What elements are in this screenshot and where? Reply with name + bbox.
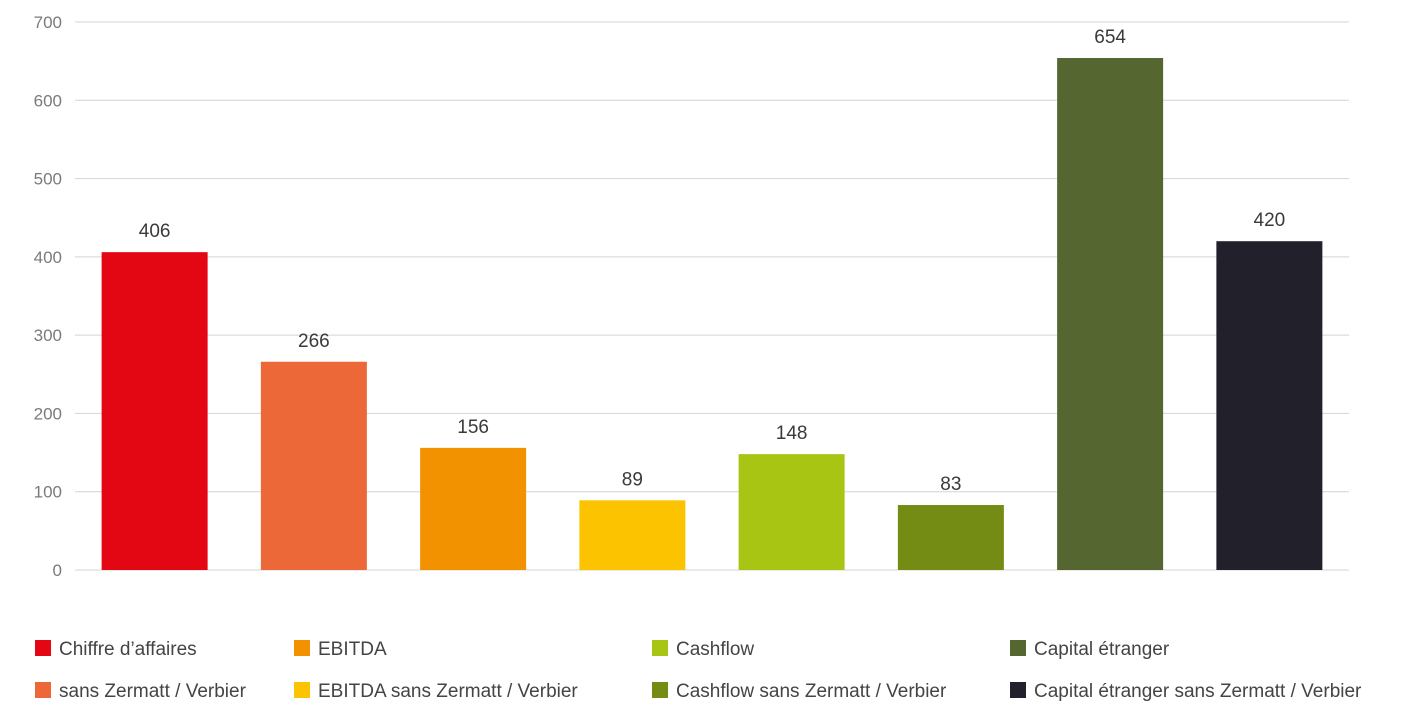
data-label: 406 — [139, 221, 171, 242]
legend-label: Cashflow — [676, 639, 754, 660]
y-tick-label: 200 — [34, 404, 62, 423]
legend-label: EBITDA sans Zermatt / Verbier — [318, 681, 578, 702]
data-label: 266 — [298, 331, 330, 352]
legend-swatch — [35, 640, 51, 656]
bar — [260, 361, 367, 570]
legend-item: EBITDA sans Zermatt / Verbier — [294, 681, 578, 702]
legend-item: Cashflow sans Zermatt / Verbier — [652, 681, 947, 702]
data-label: 83 — [940, 474, 961, 495]
y-tick-label: 400 — [34, 248, 62, 267]
bar — [1057, 58, 1164, 571]
legend-swatch — [294, 682, 310, 698]
legend-swatch — [35, 682, 51, 698]
y-tick-label: 500 — [34, 170, 62, 189]
legend-swatch — [652, 640, 668, 656]
legend-item: EBITDA — [294, 639, 387, 660]
y-axis-tick-labels: 0 100 200 300 400 500 600 700 — [34, 13, 62, 580]
bar — [101, 252, 208, 570]
y-tick-label: 0 — [53, 561, 62, 580]
legend-label: Capital étranger — [1034, 639, 1170, 660]
legend-item: sans Zermatt / Verbier — [35, 681, 247, 702]
bar — [579, 500, 686, 570]
legend-swatch — [1010, 640, 1026, 656]
legend-label: Cashflow sans Zermatt / Verbier — [676, 681, 947, 702]
data-label: 156 — [457, 417, 489, 438]
legend-label: Chiffre d’affaires — [59, 639, 197, 660]
legend-label: EBITDA — [318, 639, 387, 660]
y-tick-label: 300 — [34, 326, 62, 345]
bars — [101, 58, 1323, 571]
legend-label: Capital étranger sans Zermatt / Verbier — [1034, 681, 1362, 702]
bar — [420, 447, 527, 570]
y-tick-label: 100 — [34, 483, 62, 502]
legend-swatch — [1010, 682, 1026, 698]
data-label: 654 — [1094, 27, 1126, 48]
bar — [738, 454, 845, 570]
legend-swatch — [652, 682, 668, 698]
legend-swatch — [294, 640, 310, 656]
legend-label: sans Zermatt / Verbier — [59, 681, 247, 702]
bar — [897, 505, 1004, 570]
data-label: 89 — [622, 469, 643, 490]
legend-item: Capital étranger sans Zermatt / Verbier — [1010, 681, 1362, 702]
data-label: 148 — [776, 423, 808, 444]
legend-item: Cashflow — [652, 639, 754, 660]
legend-item: Chiffre d’affaires — [35, 639, 197, 660]
y-tick-label: 600 — [34, 91, 62, 110]
bar — [1216, 241, 1323, 570]
y-tick-label: 700 — [34, 13, 62, 32]
legend: Chiffre d’affaires EBITDA Cashflow Capital … — [35, 639, 1362, 702]
data-labels: 406 266 156 89 148 83 654 420 — [139, 27, 1285, 495]
data-label: 420 — [1254, 210, 1286, 231]
legend-item: Capital étranger — [1010, 639, 1170, 660]
